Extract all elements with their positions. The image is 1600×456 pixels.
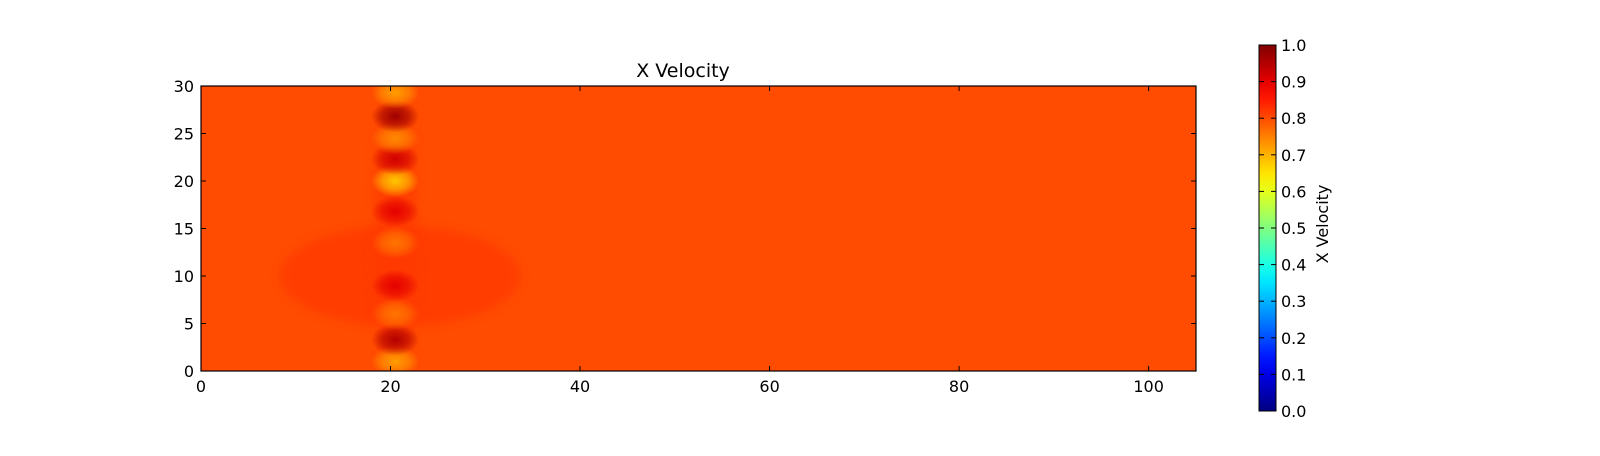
heatmap-plot bbox=[200, 85, 1197, 372]
y-tick-label: 20 bbox=[174, 172, 194, 191]
heatmap-feature bbox=[371, 100, 420, 133]
x-tick-label: 100 bbox=[1133, 377, 1164, 396]
colorbar-tick-label: 0.1 bbox=[1281, 365, 1306, 384]
heatmap-feature bbox=[371, 323, 420, 356]
heatmap-feature bbox=[371, 298, 420, 330]
y-tick-label: 25 bbox=[174, 125, 194, 144]
y-tick-label: 10 bbox=[174, 267, 194, 286]
heatmap-background bbox=[201, 86, 1196, 371]
heatmap-feature bbox=[371, 86, 420, 109]
colorbar-tick-label: 1.0 bbox=[1281, 36, 1306, 55]
y-tick-label: 0 bbox=[184, 362, 194, 381]
x-tick-label: 80 bbox=[949, 377, 969, 396]
y-tick-label: 5 bbox=[184, 315, 194, 334]
heatmap-feature bbox=[371, 226, 420, 259]
y-tick-label: 15 bbox=[174, 220, 194, 239]
colorbar-tick-label: 0.2 bbox=[1281, 329, 1306, 348]
colorbar-tick-label: 0.4 bbox=[1281, 256, 1306, 275]
x-tick-label: 40 bbox=[570, 377, 590, 396]
colorbar-tick-label: 0.9 bbox=[1281, 73, 1306, 92]
heatmap-feature bbox=[371, 269, 420, 302]
x-tick-label: 0 bbox=[196, 377, 206, 396]
colorbar-tick-label: 0.0 bbox=[1281, 402, 1306, 421]
x-axis: 0 20 40 60 80 100 bbox=[196, 86, 1164, 396]
colorbar-tick-label: 0.5 bbox=[1281, 219, 1306, 238]
colorbar-ticks: 0.0 0.1 0.2 0.3 0.4 0.5 0.6 0.7 0.8 0.9 1.0 bbox=[1259, 36, 1306, 421]
x-tick-label: 20 bbox=[380, 377, 400, 396]
y-tick-label: 30 bbox=[174, 77, 194, 96]
colorbar-tick-label: 0.8 bbox=[1281, 109, 1306, 128]
chart-title: X Velocity bbox=[636, 60, 730, 82]
x-tick-label: 60 bbox=[759, 377, 779, 396]
heatmap-feature bbox=[371, 195, 420, 228]
colorbar-tick-label: 0.3 bbox=[1281, 292, 1306, 311]
colorbar-tick-label: 0.6 bbox=[1281, 182, 1306, 201]
colorbar-label: X Velocity bbox=[1313, 185, 1332, 264]
y-axis: 0 5 10 15 20 25 30 bbox=[174, 77, 1196, 381]
colorbar-tick-label: 0.7 bbox=[1281, 146, 1306, 165]
